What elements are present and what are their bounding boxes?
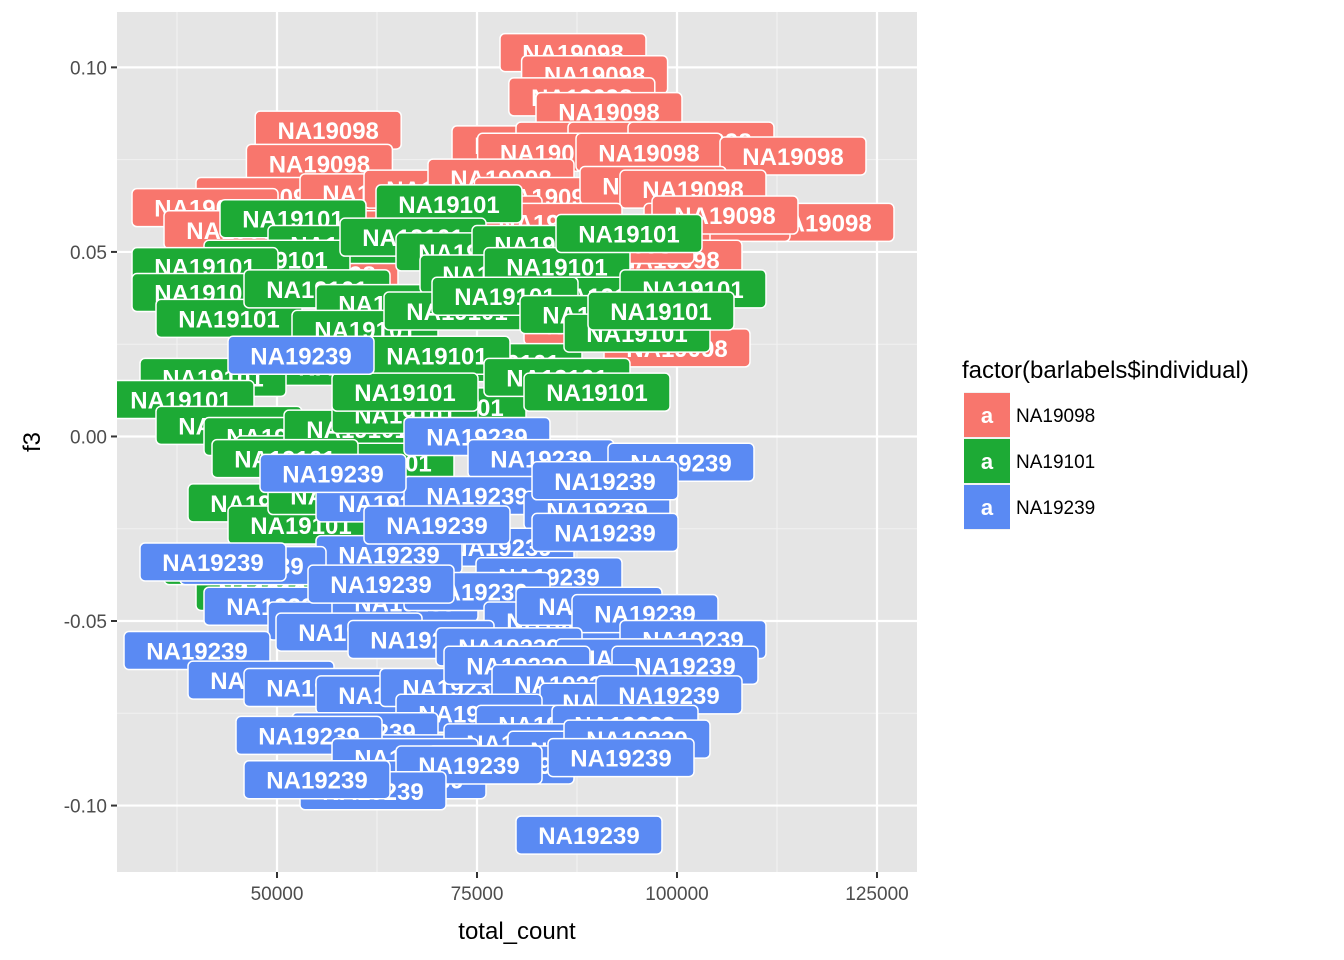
point-label-text: NA19101 xyxy=(610,299,711,326)
point-label-NA19239: NA19239 xyxy=(259,453,407,494)
point-label-NA19101: NA19101 xyxy=(587,291,735,331)
point-label-text: NA19239 xyxy=(554,469,655,496)
point-label-NA19098: NA19098 xyxy=(719,136,867,176)
point-label-box xyxy=(363,505,511,545)
point-label-text: NA19098 xyxy=(742,144,843,171)
y-tick-label: -0.10 xyxy=(64,797,107,818)
point-label-NA19101: NA19101 xyxy=(523,372,671,412)
y-tick-label: -0.05 xyxy=(64,612,107,633)
point-label-box xyxy=(243,759,391,800)
point-label-text: NA19098 xyxy=(277,118,378,145)
x-tick-label: 75000 xyxy=(451,884,504,905)
point-label-NA19239: NA19239 xyxy=(139,542,287,582)
point-label-NA19101: NA19101 xyxy=(363,335,511,376)
legend-item-NA19098: a NA19098 xyxy=(964,392,1095,438)
legend-key-glyph: a xyxy=(981,449,994,474)
legend-label: NA19101 xyxy=(1016,452,1095,473)
point-label-text: NA19098 xyxy=(598,140,699,167)
point-label-box xyxy=(587,291,735,331)
legend-item-NA19239: a NA19239 xyxy=(964,484,1095,530)
point-label-text: NA19239 xyxy=(330,572,431,599)
point-label-box xyxy=(259,453,407,494)
point-label-NA19239: NA19239 xyxy=(547,737,695,778)
point-label-text: NA19239 xyxy=(162,550,263,577)
y-tick-label: 0.05 xyxy=(70,243,107,264)
point-label-NA19101: NA19101 xyxy=(331,372,479,412)
point-label-text: NA19239 xyxy=(386,513,487,540)
point-label-box xyxy=(555,213,703,254)
x-axis: 50000 75000 100000 125000 xyxy=(251,872,909,905)
legend-item-NA19101: a NA19101 xyxy=(964,438,1095,484)
point-label-box xyxy=(515,815,663,855)
point-label-box xyxy=(139,542,287,582)
point-label-text: NA19101 xyxy=(354,380,455,407)
point-label-NA19239: NA19239 xyxy=(363,505,511,545)
point-label-NA19239: NA19239 xyxy=(531,512,679,553)
point-label-text: NA19101 xyxy=(178,306,279,333)
point-label-NA19239: NA19239 xyxy=(227,335,375,376)
point-label-box xyxy=(719,136,867,176)
point-label-NA19239: NA19239 xyxy=(307,564,455,604)
point-label-text: NA19101 xyxy=(546,380,647,407)
legend-title: factor(barlabels$individual) xyxy=(962,357,1249,384)
point-label-NA19101: NA19101 xyxy=(555,213,703,254)
point-label-NA19239: NA19239 xyxy=(531,461,679,501)
legend-key-glyph: a xyxy=(981,403,994,428)
point-label-box xyxy=(547,737,695,778)
x-tick-label: 100000 xyxy=(645,884,708,905)
point-label-text: NA19101 xyxy=(398,192,499,219)
point-label-NA19098: NA19098 xyxy=(575,132,723,173)
point-label-box xyxy=(531,461,679,501)
legend-label: NA19098 xyxy=(1016,406,1095,427)
legend-key-swatch xyxy=(964,485,1010,529)
point-label-NA19101: NA19101 xyxy=(375,184,523,224)
y-axis-title: f3 xyxy=(19,432,46,452)
point-label-text: NA19239 xyxy=(266,768,367,795)
y-axis: -0.10 -0.05 0.00 0.05 0.10 xyxy=(64,58,117,818)
y-tick-label: 0.00 xyxy=(70,427,107,448)
point-label-box xyxy=(523,372,671,412)
point-label-text: NA19239 xyxy=(282,461,383,488)
point-label-box xyxy=(227,335,375,376)
point-label-NA19101: NA19101 xyxy=(155,298,303,339)
legend-label: NA19239 xyxy=(1016,498,1095,519)
x-axis-title: total_count xyxy=(458,918,576,945)
point-label-text: NA19101 xyxy=(578,221,679,248)
point-label-NA19239: NA19239 xyxy=(243,759,391,800)
point-label-box xyxy=(531,512,679,553)
legend-key-glyph: a xyxy=(981,495,994,520)
point-label-NA19098: NA19098 xyxy=(254,110,402,150)
point-label-text: NA19239 xyxy=(250,343,351,370)
legend: factor(barlabels$individual) a NA19098 a NA… xyxy=(962,357,1249,530)
x-tick-label: 125000 xyxy=(845,884,908,905)
point-label-text: NA19101 xyxy=(386,343,487,370)
point-label-box xyxy=(331,372,479,412)
point-label-NA19239: NA19239 xyxy=(515,815,663,855)
x-tick-label: 50000 xyxy=(251,884,304,905)
legend-key-swatch xyxy=(964,393,1010,437)
point-label-box xyxy=(307,564,455,604)
point-label-text: NA19239 xyxy=(538,823,639,850)
legend-key-swatch xyxy=(964,439,1010,483)
y-tick-label: 0.10 xyxy=(70,58,107,79)
point-label-text: NA19239 xyxy=(570,746,671,773)
point-label-text: NA19239 xyxy=(554,520,655,547)
